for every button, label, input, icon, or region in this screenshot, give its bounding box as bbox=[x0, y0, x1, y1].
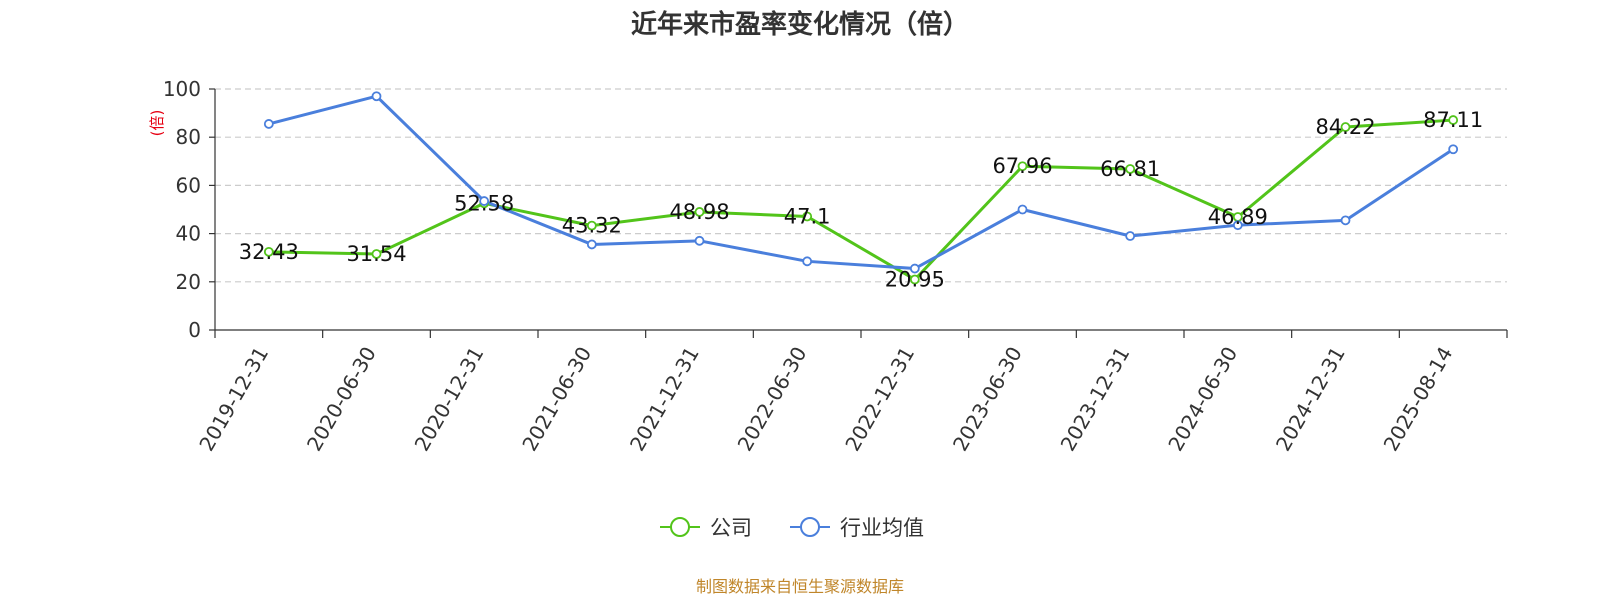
data-point[interactable] bbox=[263, 246, 274, 257]
axis-layer: 0 20 40 60 80 100 2019-12-31 2020-06-30 2020-12-… bbox=[163, 77, 1508, 456]
legend-item-1[interactable]: 行业均值 bbox=[790, 516, 924, 540]
x-tick-label: 2022-06-30 bbox=[733, 343, 812, 456]
data-point[interactable] bbox=[909, 274, 920, 285]
source-note: 制图数据来自恒生聚源数据库 bbox=[696, 577, 904, 596]
data-point[interactable] bbox=[694, 207, 705, 217]
x-tick-label: 2021-06-30 bbox=[517, 343, 596, 456]
data-point[interactable] bbox=[479, 196, 490, 206]
y-tick-label: 100 bbox=[163, 77, 201, 101]
x-tick-label: 2023-12-31 bbox=[1056, 343, 1135, 456]
data-point[interactable] bbox=[586, 239, 597, 250]
data-point[interactable] bbox=[802, 256, 813, 267]
x-tick-label: 2020-06-30 bbox=[302, 343, 381, 456]
series-line-0 bbox=[268, 118, 1454, 282]
x-tick-label: 2019-12-31 bbox=[194, 343, 273, 456]
data-point[interactable] bbox=[371, 249, 382, 259]
data-point[interactable] bbox=[1340, 122, 1351, 132]
x-tick-label: 2021-12-31 bbox=[625, 343, 704, 456]
x-tick-label: 2020-12-31 bbox=[410, 342, 489, 455]
data-label: 67.96 bbox=[992, 154, 1052, 178]
legend-marker bbox=[800, 517, 820, 537]
data-point[interactable] bbox=[586, 220, 597, 231]
data-point[interactable] bbox=[263, 119, 274, 129]
data-label: 48.98 bbox=[669, 200, 729, 224]
data-label: 31.54 bbox=[346, 242, 406, 266]
legend-marker bbox=[670, 517, 690, 537]
data-point[interactable] bbox=[1017, 161, 1028, 172]
data-point[interactable] bbox=[1448, 144, 1459, 155]
grid-layer bbox=[215, 88, 1507, 283]
x-tick-label: 2025-08-14 bbox=[1379, 343, 1458, 456]
y-tick-label: 0 bbox=[188, 318, 201, 342]
x-tick-label: 2022-12-31 bbox=[840, 342, 919, 455]
legend[interactable]: 公司 行业均值 bbox=[660, 516, 924, 540]
data-label: 43.32 bbox=[562, 214, 622, 238]
y-tick-label: 20 bbox=[176, 270, 201, 294]
data-point[interactable] bbox=[1448, 115, 1459, 125]
y-tick-label: 40 bbox=[176, 222, 201, 246]
legend-label: 公司 bbox=[710, 516, 752, 540]
x-tick-label: 2023-06-30 bbox=[948, 343, 1027, 456]
data-point[interactable] bbox=[1017, 204, 1028, 215]
data-label: 46.89 bbox=[1208, 205, 1268, 229]
legend-item-0[interactable]: 公司 bbox=[660, 516, 752, 540]
data-label: 20.95 bbox=[885, 268, 945, 292]
data-point[interactable] bbox=[371, 91, 382, 102]
data-point[interactable] bbox=[1340, 215, 1351, 226]
data-label: 84.22 bbox=[1315, 115, 1375, 139]
y-tick-label: 60 bbox=[176, 173, 201, 197]
data-point[interactable] bbox=[1125, 164, 1136, 174]
data-point[interactable] bbox=[802, 211, 813, 222]
data-label-layer: 32.43 31.54 52.58 43.32 48.98 47.1 20.95 67.96 6… bbox=[239, 108, 1483, 291]
data-point[interactable] bbox=[694, 235, 705, 246]
data-label: 47.1 bbox=[784, 204, 831, 228]
y-tick-label: 80 bbox=[176, 125, 201, 149]
chart-title: 近年来市盈率变化情况（倍） bbox=[631, 9, 969, 40]
series-line-1 bbox=[268, 94, 1454, 271]
x-tick-label: 2024-12-31 bbox=[1271, 343, 1350, 456]
data-label: 32.43 bbox=[239, 240, 299, 264]
data-label: 87.11 bbox=[1423, 108, 1483, 132]
x-tick-label: 2024-06-30 bbox=[1163, 343, 1242, 456]
data-point[interactable] bbox=[1232, 220, 1243, 231]
series-layer bbox=[263, 91, 1459, 285]
y-axis-label: (倍) bbox=[148, 110, 166, 137]
data-label: 52.58 bbox=[454, 191, 514, 215]
data-point[interactable] bbox=[1125, 231, 1136, 241]
legend-label: 行业均值 bbox=[840, 516, 924, 540]
data-label: 66.81 bbox=[1100, 157, 1160, 181]
data-point[interactable] bbox=[909, 263, 920, 274]
